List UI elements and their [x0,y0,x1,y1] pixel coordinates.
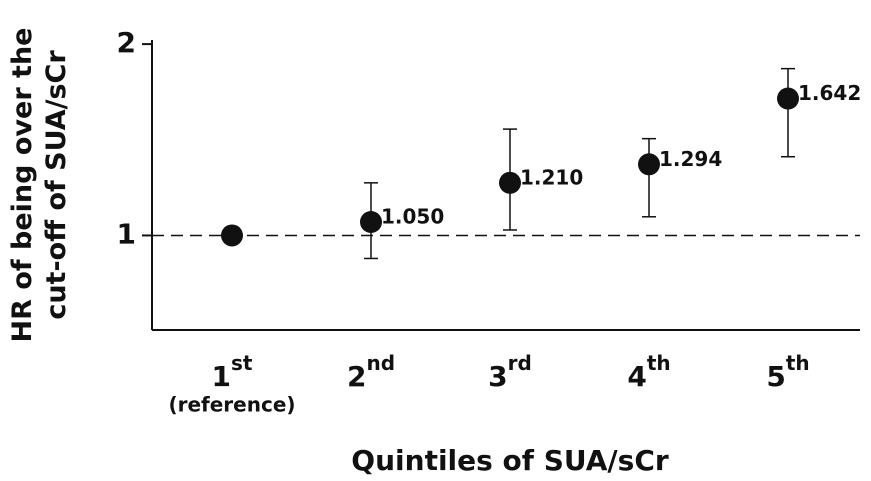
x-tick-label-base: 4 [627,360,646,393]
value-label: 1.642 [798,81,861,105]
value-label: 1.210 [520,165,583,189]
y-tick-label: 2 [117,26,136,59]
value-label: 1.294 [659,147,722,171]
x-tick-label-sup: rd [508,351,532,375]
point [221,224,243,247]
x-tick-label-base: 2 [347,360,366,393]
x-tick-label-sup: nd [366,351,395,375]
point [777,87,799,110]
x-axis-title: Quintiles of SUA/sCr [351,444,669,477]
point [360,210,382,233]
x-tick-label-sup: st [231,351,253,375]
point [499,171,521,194]
y-axis-title-line: HR of being over the [7,28,38,343]
x-tick-note: (reference) [168,393,295,417]
x-tick-label-base: 5 [766,360,785,393]
x-tick-label-base: 3 [488,360,507,393]
y-axis-title-line: cut-off of SUA/sCr [41,50,72,320]
x-tick-label-sup: th [647,351,671,375]
x-tick-label: 3rd [488,351,532,394]
point [638,153,660,176]
x-tick-label: 1st [212,351,253,394]
value-label: 1.050 [381,204,444,228]
x-tick-label-sup: th [786,351,810,375]
y-axis-title: HR of being over the cut-off of SUA/sCr [7,28,72,343]
x-tick-label: 5th [766,351,809,394]
x-tick-label: 4th [627,351,670,394]
x-tick-label-base: 1 [212,360,231,393]
x-tick-label: 2nd [347,351,395,394]
y-tick-label: 1 [117,217,136,250]
